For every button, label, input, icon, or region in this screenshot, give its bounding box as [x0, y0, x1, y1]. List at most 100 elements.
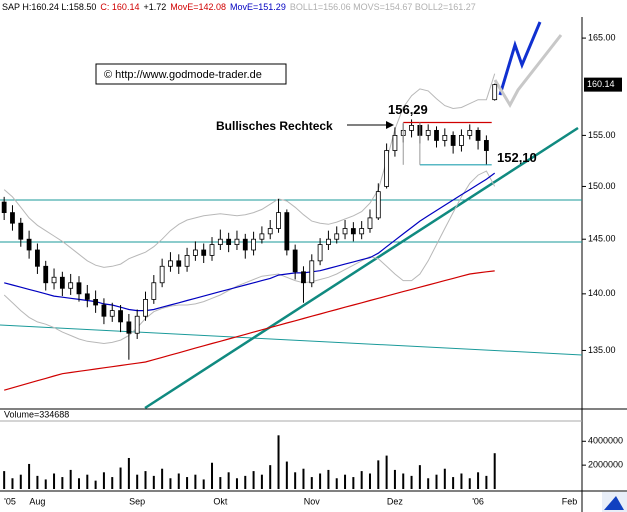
x-tick-label: Dez — [387, 496, 404, 506]
moving-average — [4, 270, 495, 391]
candle-body — [350, 228, 356, 235]
volume-bar — [468, 478, 471, 489]
volume-bar — [269, 465, 272, 489]
candle-body — [425, 129, 431, 136]
volume-bar — [260, 474, 263, 489]
volume-bar — [36, 475, 39, 489]
volume-bar — [102, 472, 105, 489]
trend-line — [144, 126, 579, 410]
volume-bar — [202, 479, 205, 489]
header-item: MovE=142.08 — [170, 2, 226, 12]
bollinger-band — [3, 73, 496, 268]
candle-body — [184, 255, 190, 267]
candle-body — [326, 238, 331, 245]
header-item: MovE=151.29 — [230, 2, 286, 12]
candle-body — [84, 293, 90, 300]
volume-bar — [344, 474, 347, 489]
y-tick-label: 135.00 — [588, 345, 616, 355]
price-label: 160.14 — [587, 79, 615, 89]
volume-bar — [119, 467, 122, 489]
volume-bar — [402, 473, 405, 489]
volume-bar — [152, 475, 155, 489]
volume-bar — [335, 478, 338, 489]
copyright: © http://www.godmode-trader.de — [104, 69, 262, 81]
volume-bar — [11, 478, 14, 489]
candle-body — [375, 191, 381, 219]
volume-bar — [53, 473, 56, 489]
volume-bar — [294, 472, 297, 489]
x-tick-label: Sep — [129, 496, 145, 506]
x-tick-label: '06 — [472, 496, 484, 506]
candle-body — [43, 265, 49, 284]
volume-bar — [302, 468, 305, 489]
volume-bar — [94, 480, 97, 489]
candle-body — [359, 228, 365, 235]
volume-bar — [144, 471, 147, 489]
volume-bar — [310, 477, 313, 489]
volume-bar — [3, 471, 6, 489]
volume-bar — [418, 465, 421, 489]
candle-body — [59, 276, 65, 289]
moving-average — [4, 172, 496, 312]
volume-bar — [393, 469, 396, 489]
volume-bar — [194, 474, 197, 489]
candle-body — [334, 233, 340, 240]
volume-bar — [360, 471, 363, 489]
candle-body — [143, 299, 148, 317]
y-tick-label: 145.00 — [588, 234, 616, 244]
header: SAP H:160.24 L:158.50 C: 160.14 +1.72 MovE=… — [2, 2, 476, 12]
header-item: SAP H:160.24 L:158.50 — [2, 2, 96, 12]
y-tick-label: 165.00 — [588, 32, 616, 42]
y-tick-label: 155.00 — [588, 130, 616, 140]
volume-bar — [327, 469, 330, 489]
candle-body — [234, 238, 240, 245]
candle-body — [392, 135, 398, 151]
candle-body — [267, 228, 273, 235]
volume-bar — [277, 435, 280, 489]
candle-body — [168, 260, 173, 267]
candle-body — [159, 265, 165, 284]
candle-body — [442, 135, 448, 141]
candle-body — [483, 140, 489, 151]
candle-body — [151, 282, 157, 300]
candle-body — [492, 84, 498, 101]
price-box — [584, 77, 622, 92]
candle-body — [35, 249, 40, 267]
logo — [604, 496, 624, 510]
volume-bar — [385, 455, 388, 489]
annotation: 152,10 — [497, 150, 537, 165]
volume-bar — [368, 473, 371, 489]
bollinger-band — [3, 170, 496, 345]
candle-body — [134, 315, 140, 334]
trend-line — [0, 324, 583, 356]
copyright-box — [95, 63, 287, 85]
candle-body — [475, 129, 481, 141]
header-item: C: 160.14 — [100, 2, 139, 12]
plot: 165.00 155.00 150.00 145.00 140.00 135.00 '05 A… — [1, 32, 623, 506]
x-tick-label: '05 — [4, 496, 16, 506]
volume-bar — [177, 473, 180, 489]
volume-bar — [127, 457, 130, 489]
candle-body — [292, 249, 298, 273]
candle-body — [450, 135, 456, 146]
volume-bar — [443, 468, 446, 489]
annotation: 156,29 — [388, 102, 428, 117]
candle-body — [317, 244, 323, 262]
candle-body — [342, 228, 348, 235]
candle-body — [192, 249, 198, 256]
volume-bar — [219, 477, 222, 489]
volume-bar — [161, 468, 164, 489]
annotation: Bullisches Rechteck — [216, 119, 333, 133]
volume-bar — [485, 475, 488, 489]
forecast-arrow — [493, 34, 563, 109]
volume-bar — [61, 477, 64, 489]
candle-body — [467, 129, 473, 136]
volume-bar — [377, 460, 380, 489]
candle-body — [126, 321, 132, 334]
volume-bar — [19, 474, 22, 489]
volume-bar — [435, 474, 438, 489]
volume-bar — [252, 471, 255, 489]
volume-bar — [244, 475, 247, 489]
volume-bar — [186, 477, 189, 489]
